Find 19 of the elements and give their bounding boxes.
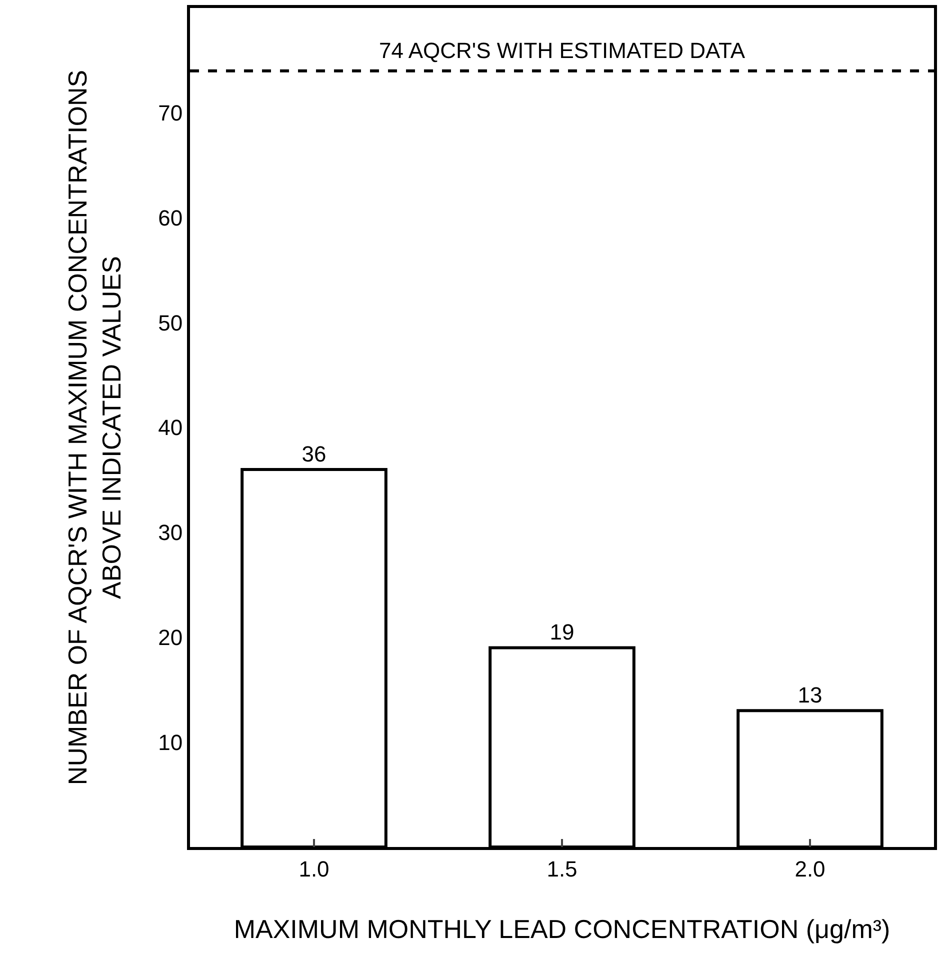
y-tick-label: 10 [158,730,183,755]
y-tick-label: 60 [158,205,183,230]
x-tick-label: 2.0 [794,856,826,882]
y-tick-label: 20 [158,624,183,650]
data-label: 36 [302,441,326,466]
ref-line-label: 74 AQCR'S WITH ESTIMATED DATA [379,38,746,63]
bar [240,468,388,847]
y-tick-label: 30 [158,520,183,546]
data-label: 19 [550,620,574,645]
x-tick-label: 1.0 [298,856,330,882]
bar [488,646,636,847]
y-axis-title: NUMBER OF AQCR'S WITH MAXIMUM CONCENTRATIONS ABOVE INDICATED VALUES [62,70,127,786]
x-axis-title: MAXIMUM MONTHLY LEAD CONCENTRATION (μg/m³) [234,914,890,944]
y-tick-label: 50 [158,310,183,336]
data-label: 13 [798,682,822,708]
y-tick-label: 40 [158,415,183,440]
bar [736,709,884,847]
x-tick-label: 1.5 [546,856,578,882]
y-tick-label: 70 [158,100,183,126]
